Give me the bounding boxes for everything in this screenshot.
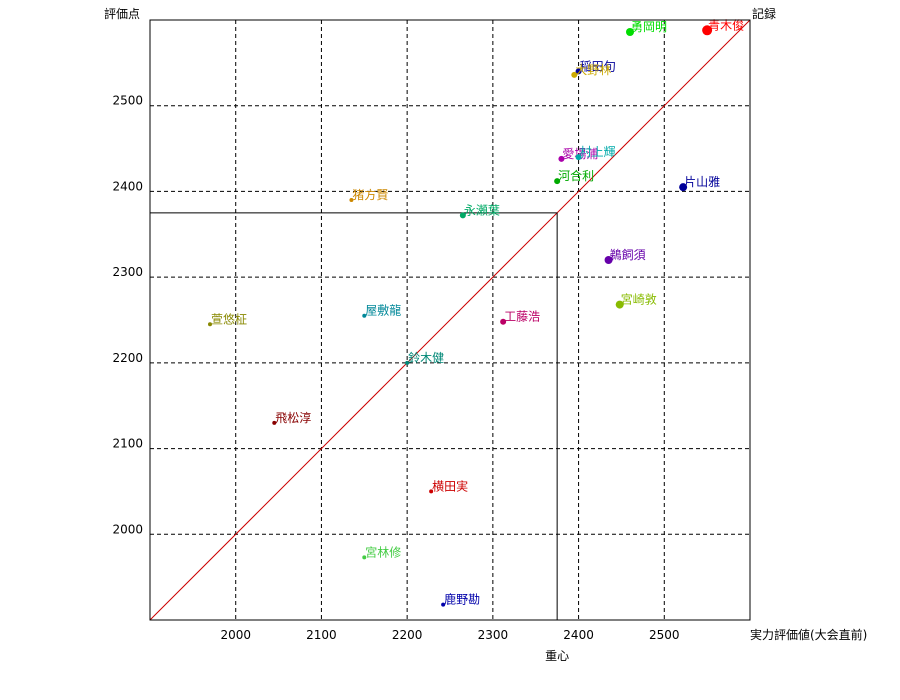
data-point-label: 大野林 <box>575 63 611 77</box>
data-point <box>405 360 410 365</box>
x-tick-label: 2500 <box>649 628 680 642</box>
data-point <box>702 25 713 36</box>
data-point <box>441 602 446 607</box>
data-point-label: 飛松淳 <box>275 410 311 425</box>
reference-lines <box>149 19 751 621</box>
x-axis-label: 実力評価値(大会直前) <box>750 627 867 642</box>
centroid-label: 重心 <box>545 649 569 663</box>
grid-lines <box>150 20 750 620</box>
data-point-label: 工藤浩 <box>504 310 540 324</box>
data-point-label: 萱悠柾 <box>211 311 247 326</box>
y-tick-label: 2100 <box>112 437 143 451</box>
y-tick-label: 2200 <box>112 351 143 365</box>
y-tick-label: 2400 <box>112 179 143 193</box>
x-tick-label: 2400 <box>563 628 594 642</box>
data-point <box>429 489 434 494</box>
x-tick-label: 2300 <box>478 628 509 642</box>
data-point-label: 屋敷龍 <box>365 303 401 318</box>
data-point <box>208 322 212 327</box>
data-point-label: 愛場浦 <box>562 147 598 161</box>
data-point-label: 横田実 <box>432 478 468 493</box>
data-point <box>459 212 466 219</box>
y-tick-label: 2000 <box>112 522 143 536</box>
data-point-label: 青木俊 <box>708 17 744 32</box>
data-point-label: 猪方賢 <box>352 187 388 202</box>
data-point <box>626 28 634 36</box>
axis-ticks: 2000 2100 2200 2300 2400 2500 2000 2100 2200 2300… <box>112 94 679 642</box>
data-point-label: 宮林修 <box>365 544 401 559</box>
data-point <box>604 256 613 264</box>
data-point-label: 鈴木健 <box>408 350 444 365</box>
data-point <box>272 420 277 425</box>
data-point-label: 稲田旬 <box>580 59 616 73</box>
data-point <box>558 155 565 162</box>
diagonal-line <box>149 19 751 621</box>
data-point <box>575 154 582 161</box>
y-tick-label: 2500 <box>112 94 143 108</box>
data-point-label: 勇岡明 <box>631 20 667 34</box>
data-point <box>571 71 578 78</box>
data-point <box>362 555 367 560</box>
x-tick-label: 2100 <box>306 628 337 642</box>
data-point <box>554 178 561 185</box>
data-point-label: 片山雅 <box>684 174 720 189</box>
x-tick-label: 2200 <box>392 628 423 642</box>
data-point <box>679 183 688 192</box>
data-point-label: 河合利 <box>558 168 594 183</box>
data-point-label: 鹿野勘 <box>444 592 480 607</box>
data-point-label: 永瀬葉 <box>464 203 500 217</box>
data-point-label: 鵜飼須 <box>610 247 646 262</box>
y-tick-label: 2300 <box>112 265 143 279</box>
plot-frame <box>149 19 751 621</box>
y-axis-label: 評価点 <box>104 6 140 21</box>
data-point <box>349 198 354 202</box>
data-point <box>362 313 367 318</box>
data-point <box>575 68 582 75</box>
data-point <box>615 300 624 309</box>
data-point-label: 村上輝 <box>580 145 616 159</box>
data-point-label: 宮崎敦 <box>621 292 657 307</box>
x-tick-label: 2000 <box>220 628 251 642</box>
data-point <box>500 318 507 325</box>
diagonal-label: 記録 <box>752 6 776 21</box>
